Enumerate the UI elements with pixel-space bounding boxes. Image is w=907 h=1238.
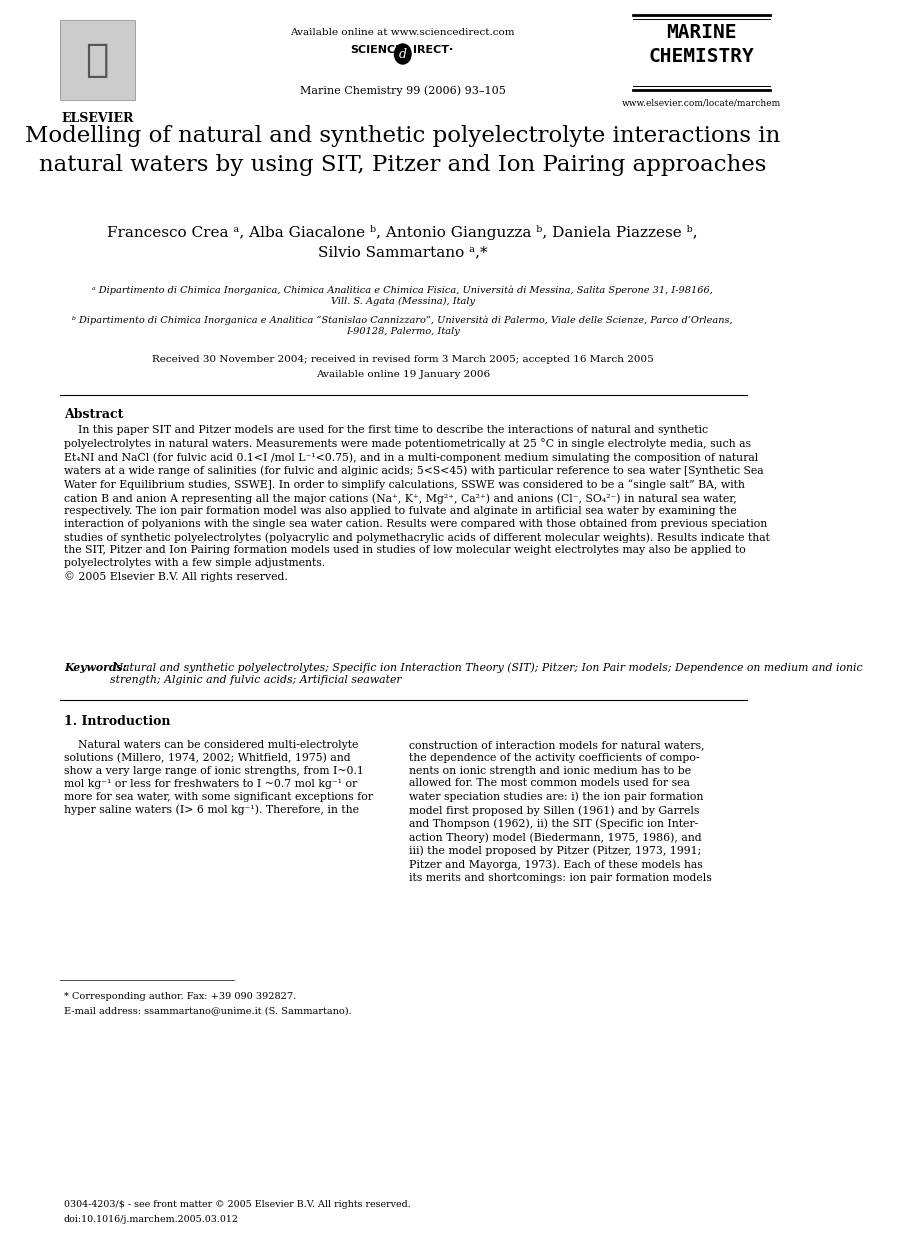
Circle shape <box>395 45 411 64</box>
Text: Received 30 November 2004; received in revised form 3 March 2005; accepted 16 Ma: Received 30 November 2004; received in r… <box>151 355 654 364</box>
Text: Francesco Crea ᵃ, Alba Giacalone ᵇ, Antonio Gianguzza ᵇ, Daniela Piazzese ᵇ,
Sil: Francesco Crea ᵃ, Alba Giacalone ᵇ, Anto… <box>107 225 698 260</box>
Text: SCIENCE: SCIENCE <box>350 45 403 54</box>
Text: Marine Chemistry 99 (2006) 93–105: Marine Chemistry 99 (2006) 93–105 <box>300 85 506 95</box>
Text: Available online at www.sciencedirect.com: Available online at www.sciencedirect.co… <box>290 28 515 37</box>
Text: ᵃ Dipartimento di Chimica Inorganica, Chimica Analitica e Chimica Fisica, Univer: ᵃ Dipartimento di Chimica Inorganica, Ch… <box>93 285 713 306</box>
Text: * Corresponding author. Fax: +39 090 392827.: * Corresponding author. Fax: +39 090 392… <box>63 992 297 1002</box>
Text: 0304-4203/$ - see front matter © 2005 Elsevier B.V. All rights reserved.: 0304-4203/$ - see front matter © 2005 El… <box>63 1200 411 1210</box>
Text: In this paper SIT and Pitzer models are used for the first time to describe the : In this paper SIT and Pitzer models are … <box>63 425 770 582</box>
Text: construction of interaction models for natural waters,
the dependence of the act: construction of interaction models for n… <box>408 740 711 883</box>
Text: ELSEVIER: ELSEVIER <box>61 111 133 125</box>
Text: d: d <box>399 47 406 61</box>
Text: Modelling of natural and synthetic polyelectrolyte interactions in
natural water: Modelling of natural and synthetic polye… <box>25 125 780 176</box>
Text: E-mail address: ssammartano@unime.it (S. Sammartano).: E-mail address: ssammartano@unime.it (S.… <box>63 1006 352 1015</box>
Text: www.elsevier.com/locate/marchem: www.elsevier.com/locate/marchem <box>621 98 781 106</box>
Text: Natural and synthetic polyelectrolytes; Specific ion Interaction Theory (SIT); P: Natural and synthetic polyelectrolytes; … <box>110 662 863 685</box>
Text: doi:10.1016/j.marchem.2005.03.012: doi:10.1016/j.marchem.2005.03.012 <box>63 1214 239 1224</box>
Text: ᵇ Dipartimento di Chimica Inorganica e Analitica “Stanislao Cannizzaro”, Univers: ᵇ Dipartimento di Chimica Inorganica e A… <box>73 314 733 335</box>
Text: Natural waters can be considered multi-electrolyte
solutions (Millero, 1974, 200: Natural waters can be considered multi-e… <box>63 740 373 816</box>
Text: Abstract: Abstract <box>63 409 123 421</box>
Text: 🌲: 🌲 <box>85 41 109 79</box>
Text: 1. Introduction: 1. Introduction <box>63 716 171 728</box>
Text: MARINE
CHEMISTRY: MARINE CHEMISTRY <box>649 24 755 66</box>
Text: Keywords:: Keywords: <box>63 662 127 673</box>
Bar <box>60 20 134 100</box>
Text: Available online 19 January 2006: Available online 19 January 2006 <box>316 370 490 379</box>
Text: IRECT·: IRECT· <box>413 45 453 54</box>
